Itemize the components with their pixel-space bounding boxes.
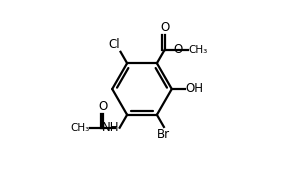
- Text: OH: OH: [185, 82, 203, 96]
- Text: Br: Br: [157, 128, 170, 141]
- Text: NH: NH: [102, 121, 120, 134]
- Text: O: O: [173, 43, 183, 56]
- Text: O: O: [98, 100, 108, 113]
- Text: Cl: Cl: [108, 38, 120, 51]
- Text: CH₃: CH₃: [188, 44, 207, 54]
- Text: O: O: [160, 21, 169, 34]
- Text: CH₃: CH₃: [70, 123, 89, 133]
